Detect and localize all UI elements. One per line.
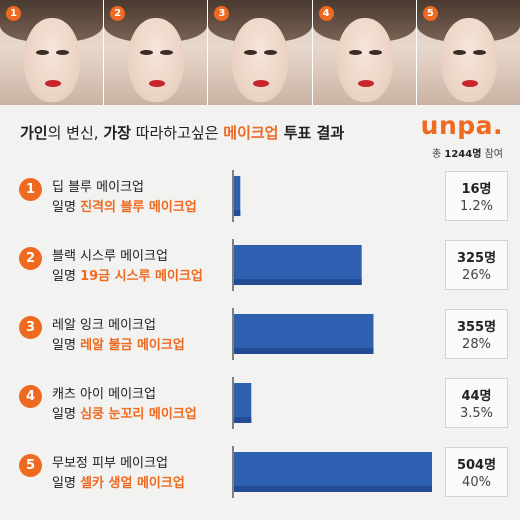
makeup-alias: 일명 진격의 블루 메이크업 [52, 196, 197, 215]
rank-badge: 5 [19, 454, 42, 477]
value-box: 16명 1.2% [445, 171, 508, 221]
makeup-name: 레알 잉크 메이크업 [52, 318, 156, 333]
bar-shade-5 [234, 486, 432, 492]
alias-prefix: 일명 [52, 200, 81, 215]
vote-count-label: 355명 [456, 320, 497, 335]
rank-badge: 2 [19, 247, 42, 270]
participants-suffix: 참여 [481, 149, 503, 160]
makeup-alias: 일명 심쿵 눈꼬리 메이크업 [52, 403, 197, 422]
makeup-name: 무보정 피부 메이크업 [52, 456, 168, 471]
photo-badge: 3 [214, 6, 230, 21]
vote-percent-label: 3.5% [459, 406, 494, 421]
alias-highlight: 레알 불금 메이크업 [80, 338, 185, 353]
value-box: 504명 40% [445, 447, 508, 497]
makeup-alias: 일명 19금 시스루 메이크업 [52, 265, 203, 284]
alias-prefix: 일명 [52, 407, 81, 422]
participant-count: 총 1244명 참여 [432, 145, 503, 160]
bar-shade-1 [234, 210, 241, 216]
vote-percent-label: 1.2% [459, 199, 494, 214]
alias-highlight: 진격의 블루 메이크업 [80, 200, 197, 215]
alias-highlight: 셀카 생얼 메이크업 [80, 476, 185, 491]
title-part-4: 따라하고싶은 [130, 124, 224, 142]
alias-highlight: 19금 시스루 메이크업 [80, 269, 203, 284]
makeup-photo-2: 2 [104, 0, 209, 105]
title-part-3: 가장 [103, 124, 131, 142]
makeup-photo-5: 5 [416, 0, 520, 105]
makeup-photo-4: 4 [312, 0, 417, 105]
makeup-name: 블랙 시스루 메이크업 [52, 249, 168, 264]
title-part-2: 의 변신, [47, 124, 104, 142]
bar-1 [234, 176, 241, 216]
title-part-1: 가인 [20, 124, 48, 142]
vote-count-label: 16명 [461, 182, 492, 197]
bar-5 [234, 452, 432, 492]
bar-shade-3 [234, 348, 374, 354]
rank-badge: 3 [19, 316, 42, 339]
vote-percent-label: 26% [462, 268, 491, 283]
photo-badge: 4 [318, 6, 334, 21]
makeup-alias: 일명 레알 불금 메이크업 [52, 334, 185, 353]
value-box: 355명 28% [445, 309, 508, 359]
value-box: 44명 3.5% [445, 378, 508, 428]
title-part-5: 투표 결과 [278, 124, 345, 142]
bar-4 [234, 383, 252, 423]
alias-prefix: 일명 [52, 476, 81, 491]
bar-shade-4 [234, 417, 252, 423]
participants-prefix: 총 [431, 149, 445, 160]
bar-shade-2 [234, 279, 362, 285]
photo-badge: 1 [6, 6, 21, 21]
makeup-photo-1: 1 [0, 0, 105, 105]
unpa-logo: unpa. [420, 111, 503, 140]
bar-2 [234, 245, 362, 285]
vote-percent-label: 28% [462, 337, 491, 352]
makeup-name: 딥 블루 메이크업 [52, 180, 144, 195]
makeup-name: 캐츠 아이 메이크업 [52, 387, 156, 402]
bar-3 [234, 314, 374, 354]
title-accent: 메이크업 [223, 124, 279, 142]
alias-prefix: 일명 [52, 269, 81, 284]
photo-badge: 2 [110, 6, 126, 21]
alias-prefix: 일명 [52, 338, 81, 353]
vote-count-label: 44명 [461, 389, 492, 404]
rank-badge: 1 [19, 178, 42, 201]
makeup-photo-3: 3 [208, 0, 313, 105]
photo-badge: 5 [422, 6, 438, 21]
chart-title: 가인의 변신, 가장 따라하고싶은 메이크업 투표 결과 [20, 122, 344, 143]
makeup-alias: 일명 셀카 생얼 메이크업 [52, 472, 185, 491]
participants-number: 1244명 [444, 149, 482, 160]
vote-count-label: 325명 [456, 251, 497, 266]
vote-count-label: 504명 [456, 458, 497, 473]
alias-highlight: 심쿵 눈꼬리 메이크업 [80, 407, 197, 422]
vote-percent-label: 40% [462, 475, 491, 490]
value-box: 325명 26% [445, 240, 508, 290]
rank-badge: 4 [19, 385, 42, 408]
photo-strip: 1 2 3 4 5 [0, 0, 520, 105]
